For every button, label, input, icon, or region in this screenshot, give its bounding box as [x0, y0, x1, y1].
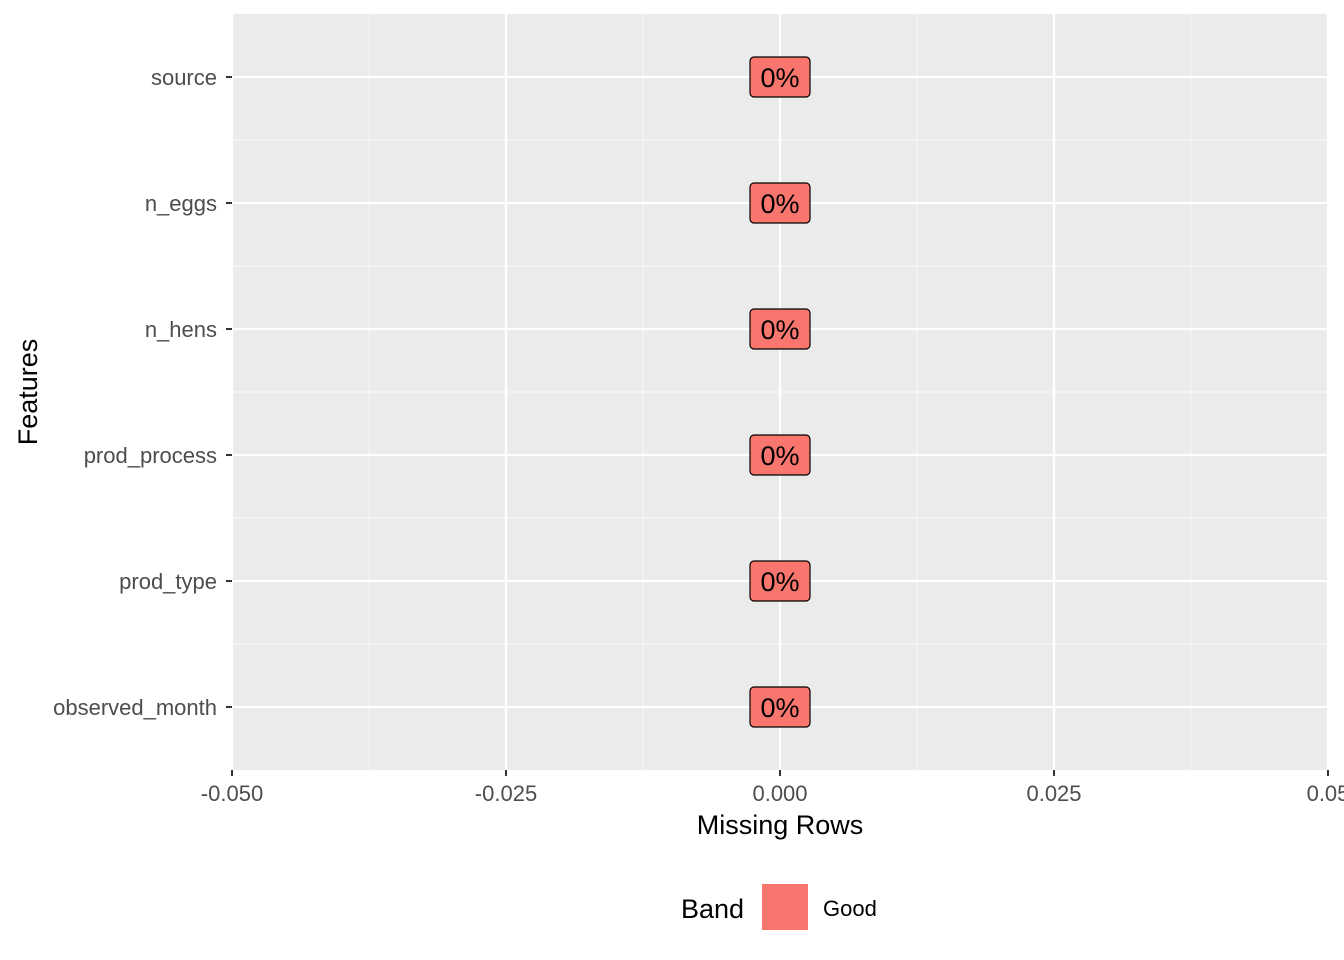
- data-label-observed_month: 0%: [760, 693, 799, 723]
- data-label-box-prod_process: [749, 434, 811, 476]
- y-tick-label-observed_month: observed_month: [53, 695, 217, 720]
- data-label-box-source: [749, 56, 811, 98]
- x-tick-label: 0.05: [1307, 781, 1344, 806]
- legend-key-good: [762, 884, 808, 930]
- data-label-n_eggs: 0%: [760, 189, 799, 219]
- data-label-prod_process: 0%: [760, 441, 799, 471]
- y-axis-title: Features: [13, 339, 43, 446]
- legend-title: Band: [681, 894, 744, 924]
- x-axis: -0.050 -0.025 0.000 0.025 0.05: [201, 770, 1344, 806]
- legend: Band Good: [681, 884, 877, 930]
- legend-label-good: Good: [823, 896, 877, 921]
- data-label-prod_type: 0%: [760, 567, 799, 597]
- data-label-n_hens: 0%: [760, 315, 799, 345]
- y-tick-label-source: source: [151, 65, 217, 90]
- y-tick-label-n_eggs: n_eggs: [145, 191, 217, 216]
- data-label-box-prod_type: [749, 560, 811, 602]
- y-tick-label-n_hens: n_hens: [145, 317, 217, 342]
- x-tick-label: 0.025: [1026, 781, 1081, 806]
- y-tick-label-prod_process: prod_process: [84, 443, 217, 468]
- x-tick-label: 0.000: [752, 781, 807, 806]
- data-label-source: 0%: [760, 63, 799, 93]
- y-axis: source n_eggs n_hens prod_process prod_typeo…: [53, 65, 232, 720]
- data-label-box-observed_month: [749, 686, 811, 728]
- x-tick-label: -0.050: [201, 781, 263, 806]
- x-tick-label: -0.025: [475, 781, 537, 806]
- data-label-box-n_eggs: [749, 182, 811, 224]
- y-tick-label-prod_type: prod_type: [119, 569, 217, 594]
- x-axis-title: Missing Rows: [697, 810, 864, 840]
- data-labels: 0% 0% 0% 0% 0% 0%: [749, 56, 811, 728]
- data-label-box-n_hens: [749, 308, 811, 350]
